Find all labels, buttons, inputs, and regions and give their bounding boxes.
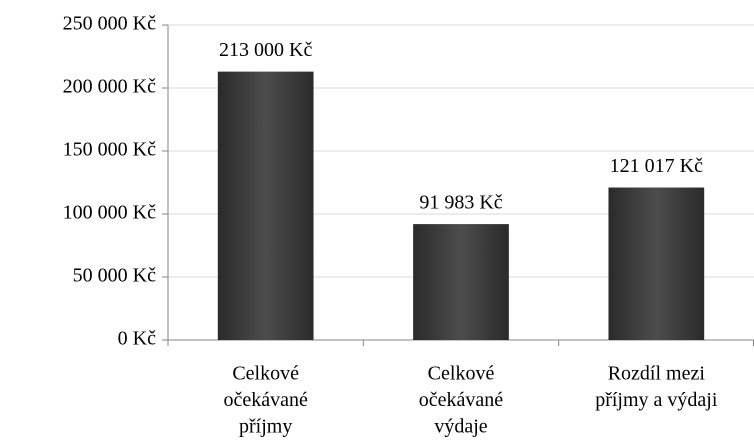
bar xyxy=(413,224,509,340)
y-tick-label: 100 000 Kč xyxy=(63,202,156,224)
data-label: 213 000 Kč xyxy=(219,39,312,61)
data-label: 91 983 Kč xyxy=(419,192,502,214)
x-tick-label: Celkové xyxy=(232,363,299,385)
x-tick-label: příjmy a výdaji xyxy=(595,389,718,411)
y-tick-label: 250 000 Kč xyxy=(63,13,156,35)
data-label: 121 017 Kč xyxy=(610,155,703,177)
bar xyxy=(217,71,314,341)
y-tick-label: 0 Kč xyxy=(118,328,156,350)
x-tick-label: výdaje xyxy=(434,416,487,438)
x-tick-label: Rozdíl mezi xyxy=(608,363,706,385)
x-tick-label: očekávané xyxy=(223,389,308,411)
bar xyxy=(608,187,705,340)
x-tick-label: očekávané xyxy=(419,389,504,411)
y-tick-label: 150 000 Kč xyxy=(63,139,156,161)
x-tick-label: Celkové xyxy=(428,363,495,385)
x-tick-label: příjmy xyxy=(239,416,292,438)
y-tick-label: 50 000 Kč xyxy=(73,265,156,287)
y-tick-label: 200 000 Kč xyxy=(63,76,156,98)
